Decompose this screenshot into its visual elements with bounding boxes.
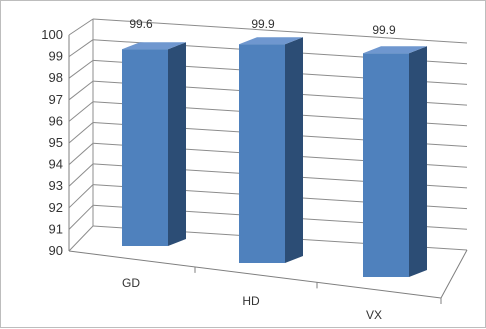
bars-layer: [122, 37, 427, 278]
y-tick-label: 95: [49, 135, 63, 150]
gridline-wall: [68, 163, 94, 187]
bar-top-gd: [122, 42, 186, 50]
bar-gd: [122, 49, 168, 247]
bar-vx: [363, 53, 409, 278]
gridline-wall: [68, 122, 94, 144]
bar-top-vx: [363, 46, 427, 54]
gridline-wall: [68, 101, 94, 122]
y-tick-label: 99: [49, 49, 63, 64]
y-tick-label: 90: [49, 243, 63, 258]
data-label-gd: 99.6: [129, 17, 153, 31]
data-label-vx: 99.9: [372, 23, 396, 37]
y-tick-label: 91: [49, 221, 63, 236]
gridline: [92, 18, 468, 44]
y-tick-label: 93: [49, 178, 63, 193]
y-tick-label: 94: [49, 157, 63, 172]
floor-right-edge: [440, 249, 468, 299]
gridline-wall: [68, 142, 94, 165]
y-tick-label: 100: [41, 27, 63, 42]
x-tick-label-gd: GD: [122, 276, 140, 290]
y-tick-label: 92: [49, 200, 63, 215]
y-tick-label: 98: [49, 70, 63, 85]
bar-side-hd: [285, 37, 303, 264]
gridline-wall: [68, 18, 94, 36]
bar-side-gd: [168, 42, 186, 247]
bar-side-vx: [409, 46, 427, 278]
data-label-hd: 99.9: [251, 17, 275, 31]
bar-top-hd: [239, 37, 303, 45]
labels-layer: 90 91 92 93 94 95 96 97 98 99 100 99.6 GD 99.9 HD 99.9 V…: [41, 17, 396, 322]
bar-hd: [239, 44, 285, 264]
gridline-wall: [68, 225, 94, 252]
gridline-wall: [68, 184, 94, 209]
y-tick-label: 97: [49, 92, 63, 107]
x-tick-label-vx: VX: [366, 308, 382, 322]
y-tick-label: 96: [49, 113, 63, 128]
gridline-wall: [68, 80, 94, 101]
x-tick-label-hd: HD: [242, 294, 260, 308]
gridline-wall: [68, 204, 94, 230]
gridline-wall: [68, 59, 94, 79]
x-axis-front: [68, 250, 442, 299]
gridline-wall: [68, 39, 94, 58]
